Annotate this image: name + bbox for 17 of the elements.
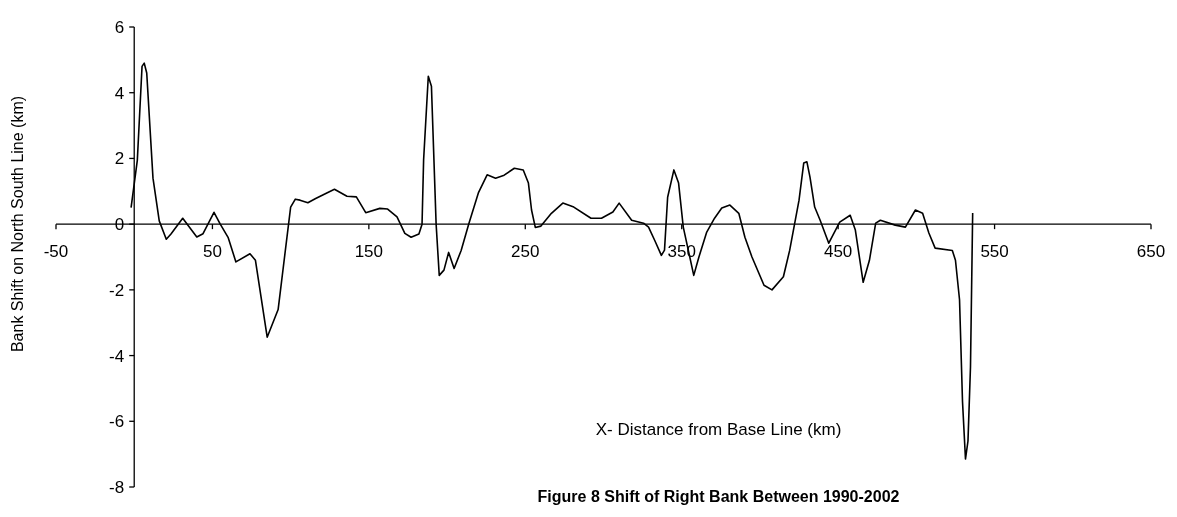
x-tick-label: 650 [1136, 242, 1166, 262]
x-tick-label: 50 [202, 242, 222, 262]
x-tick-label: -50 [43, 242, 69, 262]
y-tick-label: -4 [109, 346, 125, 366]
x-tick-label: 250 [511, 242, 540, 262]
y-tick-label: -2 [109, 280, 125, 300]
y-tick-label: 2 [114, 149, 125, 169]
x-tick-label: 450 [823, 242, 853, 262]
text: Figure 8 Shift of Right Bank Between 1990-2002 [537, 488, 900, 505]
x-axis-title: X- Distance from Base Line (km) [595, 420, 842, 439]
x-tick-label: 550 [980, 242, 1009, 262]
y-tick-label: -6 [109, 412, 125, 432]
y-tick-label: 4 [114, 83, 125, 103]
y-axis-title: Bank Shift on North South Line (km) [9, 95, 27, 353]
x-tick-label: 150 [354, 242, 384, 262]
y-tick-label: 6 [114, 18, 125, 37]
y-tick-label: -8 [109, 478, 125, 497]
